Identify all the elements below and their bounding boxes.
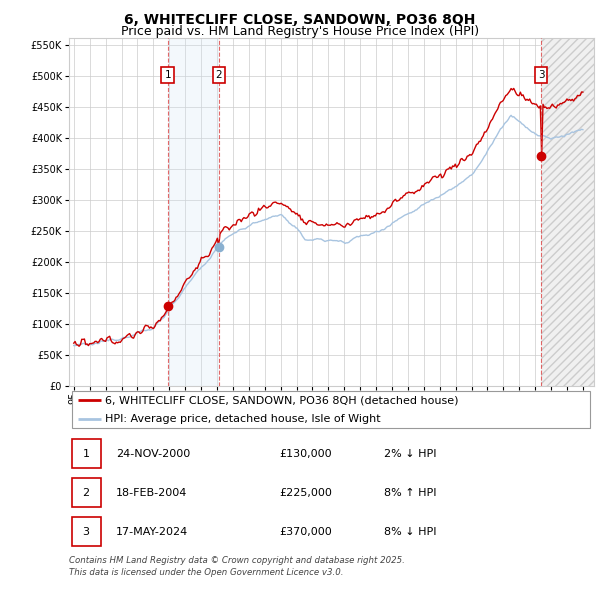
- Text: 2% ↓ HPI: 2% ↓ HPI: [384, 449, 437, 458]
- FancyBboxPatch shape: [71, 478, 101, 507]
- Text: 3: 3: [538, 70, 544, 80]
- Bar: [167, 38, 219, 386]
- Text: 6, WHITECLIFF CLOSE, SANDOWN, PO36 8QH: 6, WHITECLIFF CLOSE, SANDOWN, PO36 8QH: [124, 13, 476, 27]
- Text: 2: 2: [216, 70, 223, 80]
- Bar: [541, 38, 599, 386]
- Text: 1: 1: [83, 449, 89, 458]
- FancyBboxPatch shape: [71, 391, 590, 428]
- FancyBboxPatch shape: [71, 517, 101, 546]
- Text: HPI: Average price, detached house, Isle of Wight: HPI: Average price, detached house, Isle…: [105, 414, 380, 424]
- FancyBboxPatch shape: [71, 439, 101, 468]
- Text: £370,000: £370,000: [279, 527, 332, 536]
- Text: This data is licensed under the Open Government Licence v3.0.: This data is licensed under the Open Gov…: [69, 568, 343, 576]
- Text: 8% ↓ HPI: 8% ↓ HPI: [384, 527, 437, 536]
- Text: 2: 2: [83, 488, 89, 497]
- Text: £130,000: £130,000: [279, 449, 332, 458]
- Text: 18-FEB-2004: 18-FEB-2004: [116, 488, 188, 497]
- Bar: [541, 38, 599, 386]
- Text: 8% ↑ HPI: 8% ↑ HPI: [384, 488, 437, 497]
- Text: 1: 1: [164, 70, 171, 80]
- Text: Contains HM Land Registry data © Crown copyright and database right 2025.: Contains HM Land Registry data © Crown c…: [69, 556, 405, 565]
- Text: 17-MAY-2024: 17-MAY-2024: [116, 527, 188, 536]
- Text: £225,000: £225,000: [279, 488, 332, 497]
- Text: 6, WHITECLIFF CLOSE, SANDOWN, PO36 8QH (detached house): 6, WHITECLIFF CLOSE, SANDOWN, PO36 8QH (…: [105, 395, 458, 405]
- Text: 3: 3: [83, 527, 89, 536]
- Text: 24-NOV-2000: 24-NOV-2000: [116, 449, 191, 458]
- Text: Price paid vs. HM Land Registry's House Price Index (HPI): Price paid vs. HM Land Registry's House …: [121, 25, 479, 38]
